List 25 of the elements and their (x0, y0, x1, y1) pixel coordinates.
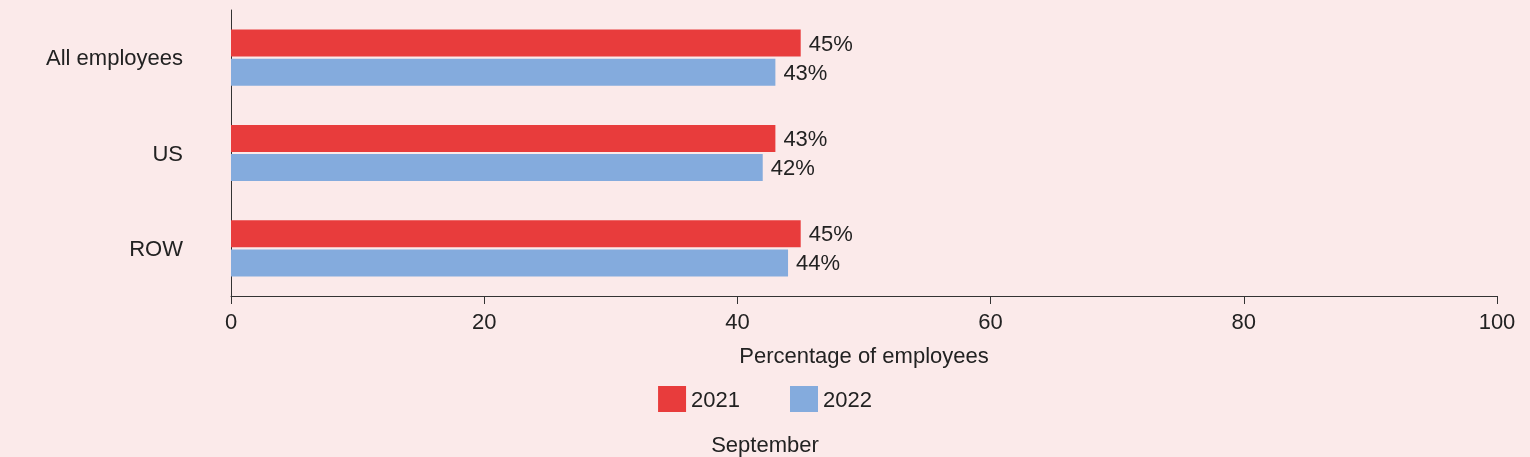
data-label: 45% (808, 30, 853, 56)
bar (231, 58, 776, 86)
bar (231, 124, 776, 152)
x-tick-label: 60 (978, 308, 1003, 334)
x-tick-label: 0 (224, 308, 238, 334)
x-tick-label: 100 (1478, 308, 1516, 334)
x-tick-label: 40 (725, 308, 750, 334)
data-label: 42% (770, 155, 815, 181)
legend-label: 2022 (823, 386, 872, 412)
data-label: 44% (796, 250, 841, 276)
x-tick-label: 20 (471, 308, 497, 334)
legend-label: 2021 (691, 386, 741, 412)
bar (231, 249, 789, 277)
x-axis-title: Percentage of employees (739, 342, 989, 368)
y-tick-label: US (152, 140, 183, 166)
bar (231, 29, 801, 57)
data-label: 45% (808, 221, 853, 247)
bar (231, 154, 763, 182)
bar (231, 220, 801, 248)
y-tick-label: ROW (129, 235, 184, 261)
x-tick-label: 80 (1231, 308, 1257, 334)
legend-title: September (711, 431, 819, 457)
data-label: 43% (783, 59, 828, 85)
data-label: 43% (783, 125, 828, 151)
y-tick-label: All employees (46, 45, 183, 71)
